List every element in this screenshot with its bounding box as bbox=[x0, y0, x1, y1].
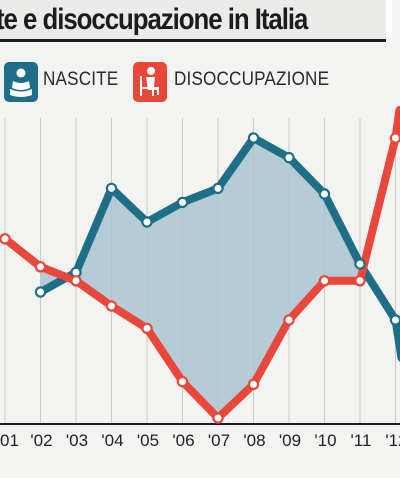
point-s0-10 bbox=[354, 258, 366, 270]
point-s0-3 bbox=[105, 182, 118, 195]
x-tick-label-11: '12 bbox=[385, 431, 400, 450]
title-rule bbox=[0, 39, 392, 42]
point-s1-10 bbox=[354, 275, 366, 287]
title-edge bbox=[386, 0, 392, 42]
x-tick-label-7: '08 bbox=[243, 431, 265, 450]
point-s0-11 bbox=[389, 314, 400, 326]
x-tick-label-10: '11 bbox=[351, 431, 372, 450]
reading-person-icon bbox=[4, 62, 38, 102]
title-bar: te e disoccupazione in Italia bbox=[0, 0, 392, 42]
x-tick-label-9: '10 bbox=[314, 431, 336, 450]
point-s1-6 bbox=[212, 412, 224, 424]
point-s1-8 bbox=[283, 314, 295, 326]
point-s0-9 bbox=[318, 188, 331, 200]
x-tick-label-0: 01 bbox=[0, 431, 19, 450]
legend-label-nascite: NASCITE bbox=[43, 69, 119, 90]
x-tick-label-1: '02 bbox=[30, 431, 52, 450]
point-s0-7 bbox=[247, 132, 260, 144]
point-s0-1 bbox=[34, 286, 47, 298]
gap-area bbox=[40, 138, 360, 418]
point-s1-4 bbox=[141, 322, 153, 335]
point-s0-4 bbox=[141, 216, 153, 228]
seated-person-icon bbox=[133, 62, 167, 102]
x-tick-label-6: '07 bbox=[208, 431, 230, 450]
x-tick-label-3: '04 bbox=[101, 431, 123, 450]
chart-title: te e disoccupazione in Italia bbox=[0, 3, 308, 36]
point-s1-5 bbox=[176, 375, 189, 388]
point-s0-6 bbox=[212, 182, 224, 195]
points bbox=[0, 132, 400, 424]
point-s1-7 bbox=[247, 378, 260, 391]
x-tick-label-2: '03 bbox=[66, 431, 88, 450]
point-s1-0 bbox=[0, 233, 11, 245]
point-s1-2 bbox=[70, 275, 82, 287]
point-s1-3 bbox=[105, 300, 118, 312]
x-tick-label-8: '09 bbox=[279, 431, 301, 450]
tick-labels: 01 '02 '03 '04 '05 '06 '07 '08 '09 '10 '11 '12 bbox=[0, 431, 400, 450]
x-tick-label-5: '06 bbox=[172, 431, 194, 450]
x-tick-label-4: '05 bbox=[137, 431, 159, 450]
point-s1-11 bbox=[389, 132, 400, 144]
point-s0-8 bbox=[283, 151, 295, 164]
legend-label-disoccupazione: DISOCCUPAZIONE bbox=[174, 69, 330, 90]
point-s1-9 bbox=[318, 275, 331, 287]
point-s0-5 bbox=[176, 196, 189, 209]
point-s1-1 bbox=[34, 261, 47, 273]
